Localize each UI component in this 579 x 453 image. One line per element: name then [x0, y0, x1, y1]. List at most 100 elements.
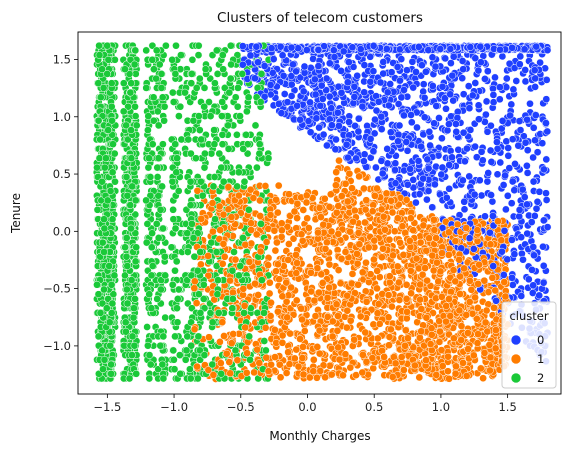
data-point-cluster-2	[194, 374, 202, 383]
data-point-cluster-0	[315, 123, 323, 132]
data-point-cluster-0	[448, 71, 457, 80]
data-point-cluster-0	[322, 74, 331, 83]
data-point-cluster-0	[502, 83, 511, 92]
data-point-cluster-0	[481, 75, 489, 83]
data-point-cluster-1	[348, 184, 356, 193]
data-point-cluster-2	[187, 149, 195, 158]
data-point-cluster-0	[445, 161, 454, 169]
data-point-cluster-0	[400, 86, 408, 94]
data-point-cluster-1	[452, 362, 460, 371]
data-point-cluster-0	[531, 136, 539, 145]
data-point-cluster-1	[192, 299, 201, 307]
data-point-cluster-0	[459, 65, 468, 74]
data-point-cluster-1	[231, 255, 240, 264]
data-point-cluster-0	[238, 42, 247, 50]
data-point-cluster-1	[285, 240, 293, 248]
data-point-cluster-0	[498, 52, 507, 61]
data-point-cluster-1	[396, 238, 404, 247]
data-point-cluster-1	[275, 360, 284, 369]
data-point-cluster-0	[493, 138, 501, 146]
data-point-cluster-1	[253, 345, 262, 354]
data-point-cluster-2	[243, 149, 252, 158]
data-point-cluster-0	[443, 126, 452, 135]
data-point-cluster-2	[171, 140, 180, 149]
data-point-cluster-0	[448, 153, 456, 162]
data-point-cluster-0	[496, 83, 504, 92]
data-point-cluster-0	[538, 139, 547, 148]
data-point-cluster-0	[414, 157, 423, 165]
data-point-cluster-1	[299, 206, 308, 214]
data-point-cluster-0	[523, 169, 532, 177]
data-point-cluster-1	[353, 259, 362, 268]
data-point-cluster-1	[346, 227, 354, 236]
data-point-cluster-1	[267, 298, 275, 307]
data-point-cluster-0	[503, 191, 512, 200]
data-point-cluster-0	[523, 161, 531, 170]
data-point-cluster-0	[509, 85, 518, 94]
data-point-cluster-2	[257, 220, 265, 228]
data-point-cluster-1	[374, 300, 383, 308]
data-point-cluster-2	[176, 102, 185, 111]
data-point-cluster-2	[253, 163, 261, 172]
data-point-cluster-2	[214, 309, 223, 317]
data-point-cluster-2	[153, 295, 162, 303]
data-point-cluster-0	[508, 281, 517, 289]
data-point-cluster-0	[409, 83, 418, 92]
data-point-cluster-0	[397, 55, 406, 63]
data-point-cluster-2	[175, 351, 184, 359]
data-point-cluster-0	[487, 121, 495, 130]
data-point-cluster-0	[542, 76, 551, 84]
chart-title: Clusters of telecom customers	[217, 10, 423, 26]
data-point-cluster-1	[332, 208, 341, 217]
data-point-cluster-0	[452, 127, 461, 136]
data-point-cluster-0	[378, 169, 387, 178]
data-point-cluster-0	[520, 193, 529, 201]
data-point-cluster-0	[481, 212, 489, 221]
data-point-cluster-2	[183, 332, 192, 341]
data-point-cluster-0	[422, 67, 430, 76]
data-point-cluster-1	[278, 292, 287, 301]
data-point-cluster-1	[409, 226, 417, 235]
data-point-cluster-0	[463, 144, 471, 153]
data-point-cluster-2	[219, 65, 227, 74]
data-point-cluster-2	[231, 93, 240, 102]
data-point-cluster-1	[224, 183, 233, 191]
data-point-cluster-1	[445, 374, 453, 383]
data-point-cluster-1	[333, 326, 342, 335]
data-point-cluster-0	[332, 135, 340, 144]
data-point-cluster-1	[385, 278, 394, 287]
data-point-cluster-2	[160, 116, 168, 125]
data-point-cluster-0	[465, 172, 474, 181]
data-point-cluster-2	[209, 182, 218, 191]
data-point-cluster-0	[447, 112, 455, 121]
data-point-cluster-0	[539, 242, 547, 251]
data-point-cluster-0	[391, 166, 399, 174]
data-point-cluster-0	[491, 73, 499, 82]
data-point-cluster-0	[542, 95, 551, 104]
data-point-cluster-0	[508, 177, 517, 186]
data-point-cluster-2	[159, 374, 168, 383]
data-point-cluster-1	[216, 338, 224, 346]
data-point-cluster-1	[229, 288, 237, 297]
data-point-cluster-0	[502, 205, 510, 214]
data-point-cluster-0	[526, 99, 534, 108]
data-point-cluster-2	[234, 84, 242, 92]
data-point-cluster-0	[539, 261, 548, 270]
data-point-cluster-0	[521, 77, 530, 86]
data-point-cluster-0	[460, 197, 469, 206]
data-point-cluster-0	[510, 186, 519, 195]
data-point-cluster-1	[264, 261, 272, 269]
data-point-cluster-2	[159, 332, 168, 341]
data-point-cluster-1	[395, 278, 403, 287]
data-point-cluster-1	[282, 369, 291, 377]
data-point-cluster-1	[273, 208, 282, 217]
data-point-cluster-0	[331, 145, 340, 154]
data-point-cluster-0	[521, 66, 530, 74]
data-point-cluster-0	[535, 187, 544, 196]
data-point-cluster-1	[315, 349, 324, 358]
data-point-cluster-1	[293, 199, 302, 208]
data-point-cluster-2	[194, 51, 203, 59]
data-point-cluster-1	[402, 314, 411, 323]
data-point-cluster-2	[243, 107, 251, 116]
data-point-cluster-0	[306, 128, 315, 137]
